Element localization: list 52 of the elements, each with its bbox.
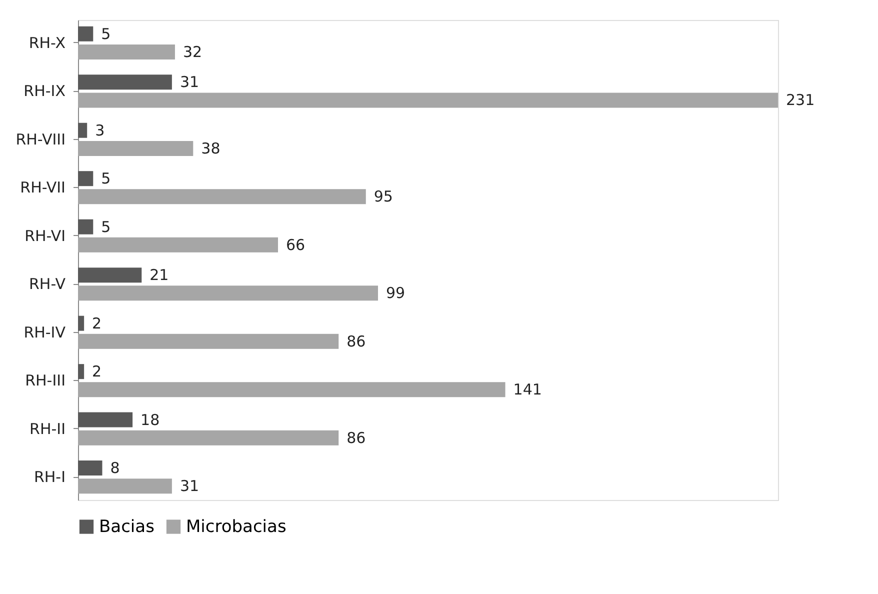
data-label: 32 [182,42,202,61]
data-label: 95 [374,188,393,206]
bar [78,44,175,60]
bar [78,237,278,252]
bar [78,316,84,331]
y-tick-label: RH-I [34,468,66,486]
y-tick-label: RH-V [29,275,66,294]
data-label: 5 [101,24,111,43]
data-label: 3 [95,121,105,140]
legend-label: Bacias [99,516,155,537]
data-label: 86 [346,332,366,350]
data-label: 31 [180,477,200,496]
y-tick-label: RH-VII [20,178,66,197]
y-tick-label: RH-IV [24,323,66,342]
bar [78,382,506,398]
data-label: 2 [92,362,102,381]
data-label: 5 [101,218,111,236]
bar [78,171,94,186]
bar [78,140,194,156]
y-tick-label: RH-II [30,420,66,438]
bar [78,74,172,90]
y-tick-label: RH-IX [24,82,66,100]
data-label: 231 [786,91,815,110]
legend-label: Microbacias [186,516,286,537]
data-label: 18 [140,410,160,429]
bar [78,268,142,283]
data-label: 31 [180,73,200,92]
data-label: 5 [101,170,111,188]
data-label: 2 [92,314,102,332]
y-tick-label: RH-VIII [16,130,66,148]
y-tick-label: RH-VI [24,226,66,245]
bar [78,460,102,476]
y-tick-label: RH-X [28,34,66,52]
bar [78,334,339,349]
bar [78,122,88,138]
data-label: 86 [346,428,366,447]
bar [78,92,778,108]
bar [78,430,339,446]
bar [78,26,94,42]
bar [78,364,84,380]
data-label: 141 [513,380,542,399]
data-label: 66 [286,236,306,254]
data-label: 21 [150,266,169,284]
bar [78,478,172,494]
data-label: 38 [201,139,220,158]
y-tick-label: RH-III [25,372,66,390]
bar [78,189,366,204]
bar [78,286,378,301]
bar [78,219,94,234]
data-label: 99 [386,284,406,302]
bar [78,412,133,428]
data-label: 8 [110,459,120,478]
